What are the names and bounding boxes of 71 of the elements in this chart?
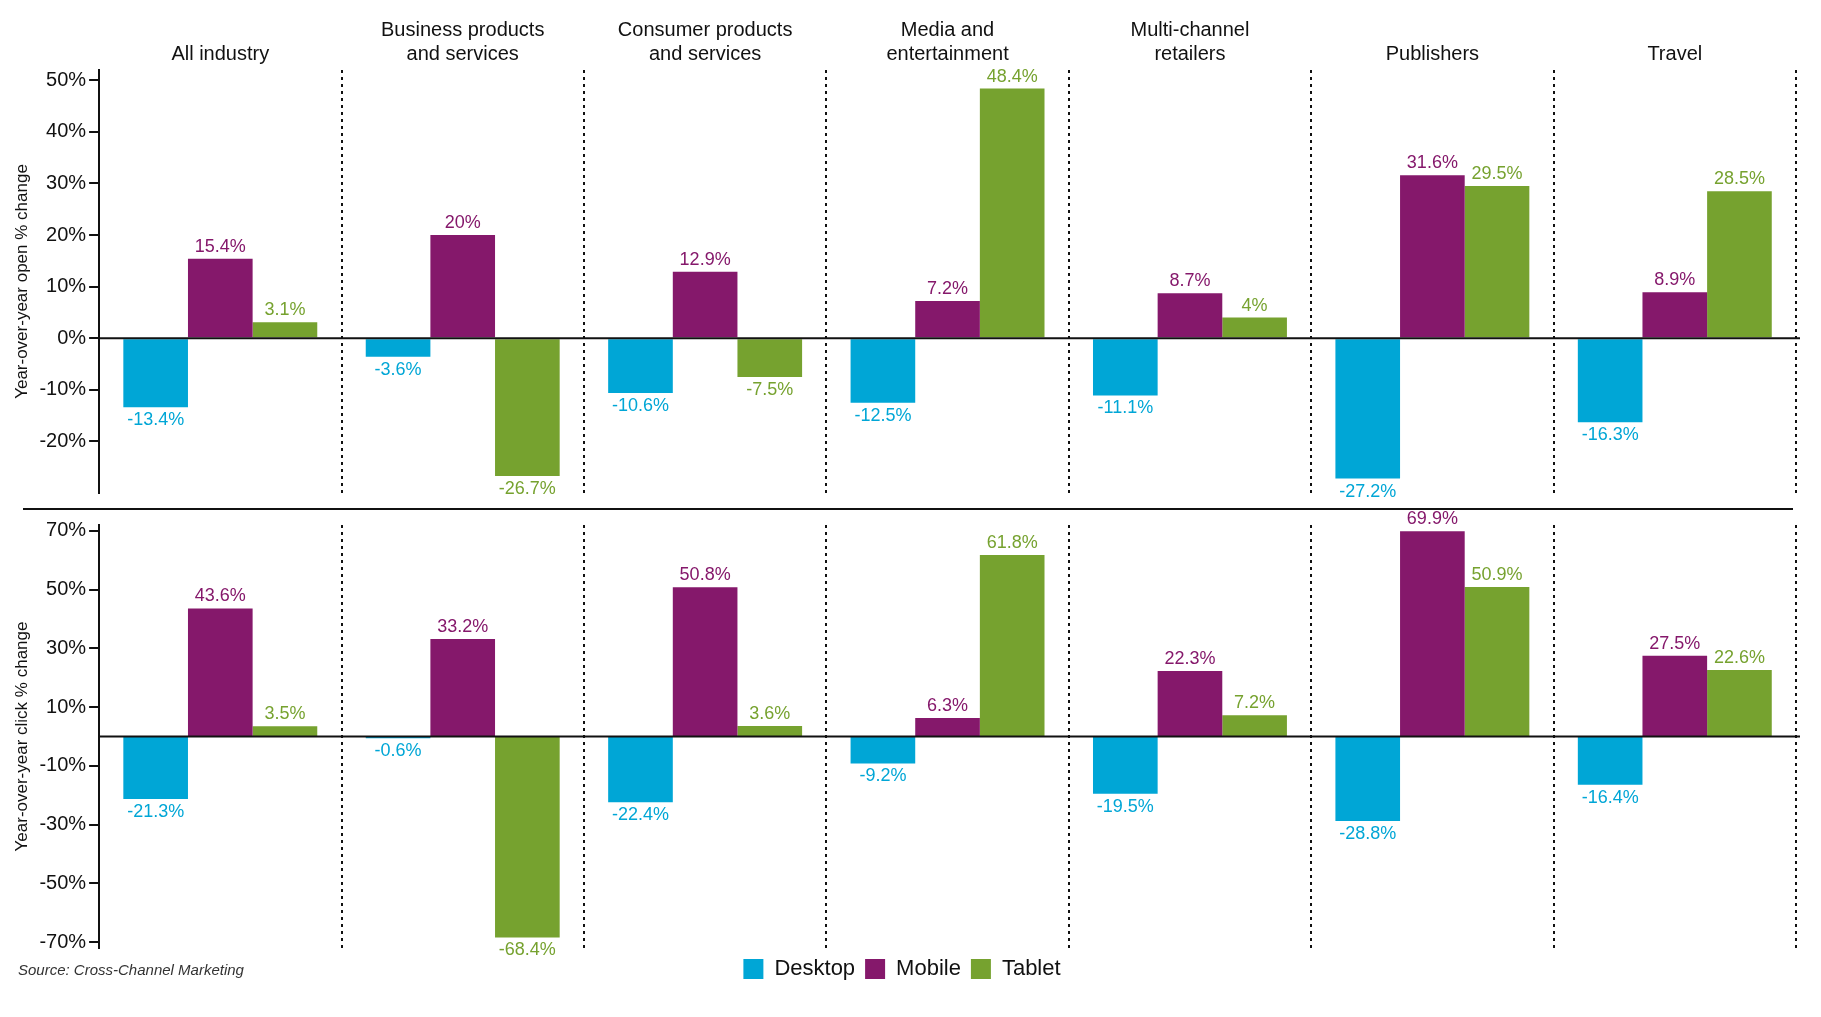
y-tick-label: -20%: [39, 428, 87, 451]
data-label: 4%: [1241, 294, 1268, 315]
data-label: -3.6%: [374, 358, 422, 379]
data-label: 20%: [444, 212, 481, 233]
data-label: -19.5%: [1096, 795, 1154, 816]
y-tick-label: 70%: [46, 518, 87, 541]
data-label: -22.4%: [611, 804, 670, 825]
data-label: 69.9%: [1406, 508, 1458, 529]
legend-label: Mobile: [896, 955, 961, 981]
data-label: 3.1%: [264, 299, 306, 320]
data-label: 43.6%: [194, 585, 246, 606]
y-tick-label: 50%: [46, 577, 87, 600]
data-label: -16.4%: [1581, 786, 1639, 807]
data-label: -68.4%: [498, 939, 556, 960]
y-tick-label: -10%: [39, 377, 87, 400]
data-label: -0.6%: [374, 740, 422, 761]
data-label: 31.6%: [1406, 152, 1458, 173]
x-tick-label: Business products and services: [381, 17, 545, 64]
data-label: 8.7%: [1169, 270, 1211, 291]
x-tick-label: Publishers: [1385, 41, 1480, 64]
data-label: 3.5%: [264, 703, 306, 724]
y-tick-label: 30%: [46, 635, 87, 658]
data-label: 6.3%: [927, 694, 969, 715]
data-label: -16.3%: [1581, 424, 1639, 445]
y-tick-label: -70%: [39, 929, 87, 952]
data-label: 27.5%: [1649, 632, 1701, 653]
y-tick-label: 20%: [46, 222, 87, 245]
source-note: Source: Cross-Channel Marketing: [18, 961, 244, 978]
data-label: 15.4%: [194, 235, 246, 256]
data-label: 12.9%: [679, 248, 731, 269]
data-label: -27.2%: [1339, 480, 1397, 501]
x-tick-label: Multi-channel retailers: [1130, 17, 1250, 64]
y-tick-label: 40%: [46, 119, 87, 142]
data-label: -7.5%: [746, 378, 794, 399]
x-tick-label: All industry: [171, 41, 270, 64]
x-tick-label: Media and entertainment: [886, 17, 1010, 64]
data-label: 61.8%: [986, 531, 1038, 552]
y-tick-label: 50%: [46, 67, 87, 90]
data-label: 7.2%: [927, 278, 969, 299]
data-label: 50.8%: [679, 564, 731, 585]
data-label: -28.8%: [1339, 823, 1397, 844]
y-tick-label: 30%: [46, 171, 87, 193]
y-tick-label: -10%: [39, 753, 87, 776]
y-axis-title: Year-over-year click % change: [11, 621, 31, 852]
data-label: -10.6%: [611, 394, 670, 415]
data-label: 33.2%: [437, 615, 489, 636]
data-label: 50.9%: [1471, 563, 1523, 584]
legend-label: Desktop: [774, 955, 856, 981]
data-label: 22.6%: [1713, 647, 1765, 668]
data-label: -11.1%: [1097, 397, 1154, 418]
y-tick-label: 10%: [46, 694, 87, 717]
data-label: 29.5%: [1471, 163, 1523, 184]
data-label: -13.4%: [127, 409, 185, 430]
data-label: -12.5%: [854, 404, 912, 425]
x-tick-label: Consumer products and services: [617, 17, 793, 64]
y-tick-label: 10%: [46, 274, 87, 297]
legend-label: Tablet: [1001, 955, 1061, 981]
data-label: 28.5%: [1713, 168, 1765, 189]
data-label: -9.2%: [859, 765, 907, 786]
x-tick-label: Travel: [1647, 41, 1703, 64]
y-tick-label: -50%: [39, 870, 87, 893]
data-label: 3.6%: [749, 702, 791, 723]
data-label: 22.3%: [1164, 647, 1216, 668]
data-label: 8.9%: [1654, 269, 1696, 290]
y-axis-title: Year-over-year open % change: [11, 164, 31, 399]
y-tick-label: 0%: [57, 325, 87, 348]
data-label: -26.7%: [498, 477, 556, 498]
data-label: 48.4%: [986, 65, 1038, 86]
data-label: -21.3%: [127, 801, 185, 822]
data-label: 7.2%: [1234, 692, 1276, 713]
y-tick-label: -30%: [39, 812, 87, 835]
